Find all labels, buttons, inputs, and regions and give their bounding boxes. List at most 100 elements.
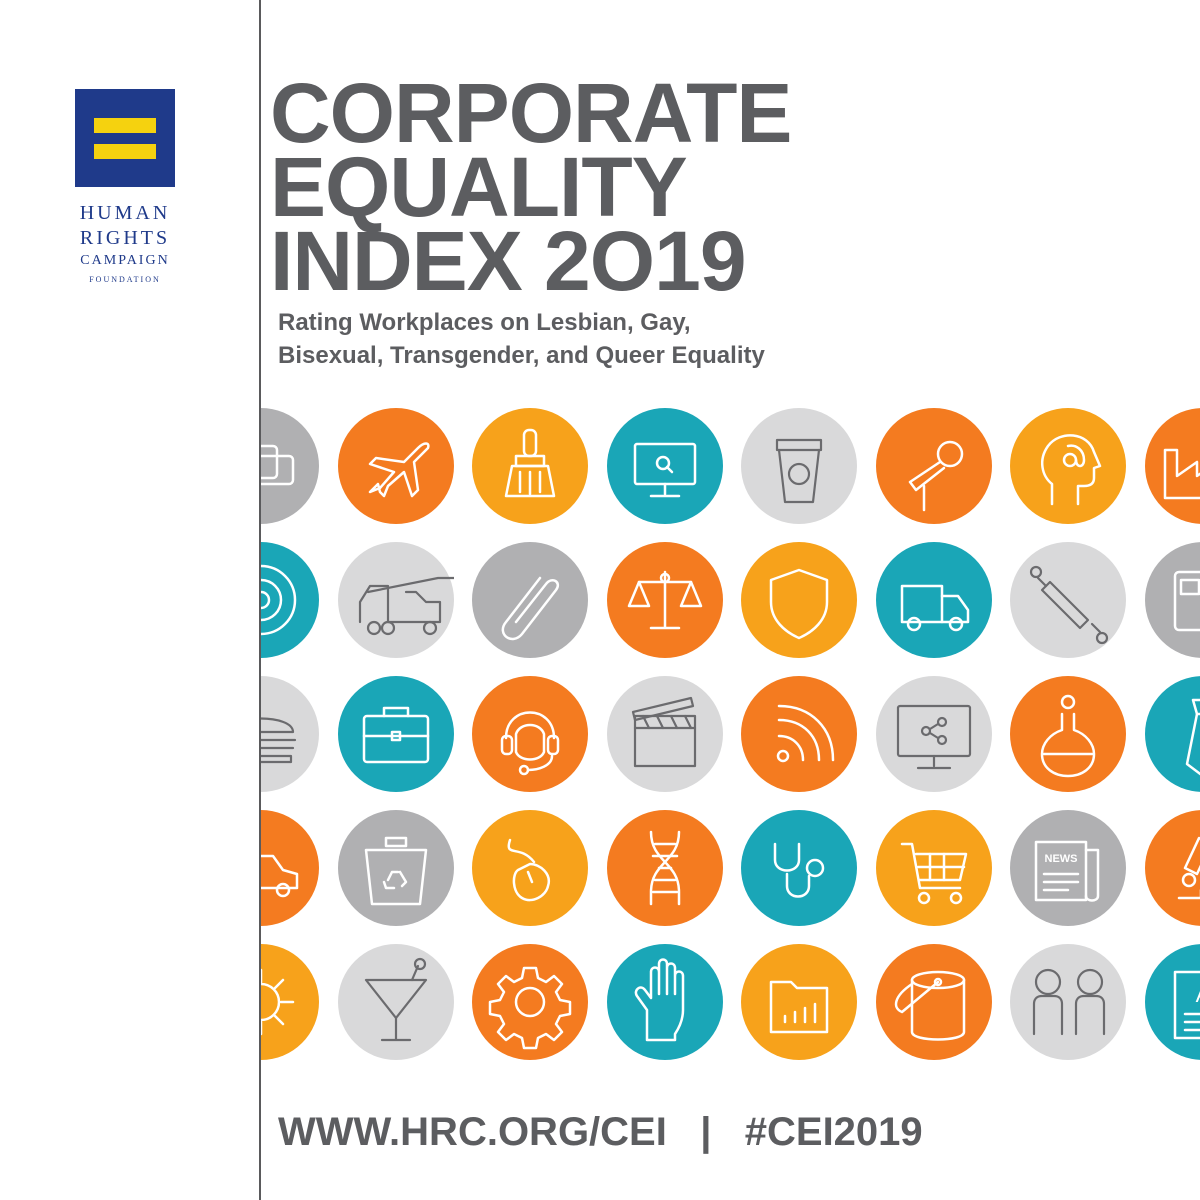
logo-bar-bottom xyxy=(94,144,156,159)
tie-icon xyxy=(1144,676,1200,792)
head-at-icon-glyph xyxy=(1040,434,1102,506)
scales-icon xyxy=(606,542,723,658)
car-icon xyxy=(261,810,319,926)
paint-bucket-icon xyxy=(875,944,992,1060)
people-icon xyxy=(1010,944,1126,1060)
title-line-2: EQUALITY xyxy=(270,140,688,234)
headset-icon xyxy=(472,676,588,792)
burger-icon xyxy=(261,676,319,792)
hrc-equal-sign-logo xyxy=(75,89,175,187)
rolling-pin-icon-glyph xyxy=(1029,565,1109,645)
crane-truck-icon xyxy=(337,542,454,658)
title-line-3: INDEX 2O19 xyxy=(270,214,747,308)
gears-icon xyxy=(261,542,319,658)
footer-separator: | xyxy=(700,1110,712,1154)
gear-icon xyxy=(472,944,588,1060)
burger-icon-glyph xyxy=(261,717,297,764)
car-icon-glyph xyxy=(261,854,299,898)
org-line-4-text: FOUNDATION xyxy=(89,275,161,284)
stethoscope-icon-glyph xyxy=(773,842,825,898)
factory-icon xyxy=(1144,408,1200,524)
rss-icon-glyph xyxy=(776,704,835,763)
fuel-pump-icon xyxy=(1144,542,1200,658)
briefcase-icon xyxy=(337,676,454,792)
page-title: CORPORATE EQUALITY INDEX 2O19 xyxy=(270,66,792,308)
flask-icon-glyph xyxy=(1040,694,1096,778)
fuel-pump-icon-glyph xyxy=(1173,570,1200,632)
tie-icon-glyph xyxy=(1185,698,1200,776)
delivery-truck-icon-glyph xyxy=(900,584,969,632)
paperclip-icon-glyph xyxy=(501,576,560,641)
mouse-icon-glyph xyxy=(507,838,551,902)
speech-bubbles-icon-glyph xyxy=(261,444,295,486)
rss-icon xyxy=(741,676,857,792)
mouse-icon xyxy=(472,810,588,926)
delivery-truck-icon xyxy=(875,542,992,658)
footer-hashtag: #CEI2019 xyxy=(744,1110,923,1154)
subtitle-line-1: Rating Workplaces on Lesbian, Gay, xyxy=(278,309,691,336)
org-line-1-text: HUMAN xyxy=(79,202,171,224)
folder-chart-icon-glyph xyxy=(769,980,829,1034)
broom-icon xyxy=(472,408,588,524)
gear-icon-glyph xyxy=(488,966,572,1050)
microphone-icon xyxy=(875,408,992,524)
subtitle: Rating Workplaces on Lesbian, Gay, Bisex… xyxy=(278,306,765,372)
clapperboard-icon-glyph xyxy=(631,696,696,768)
factory-icon-glyph xyxy=(1163,448,1200,500)
shopping-cart-icon xyxy=(875,810,992,926)
microscope-icon xyxy=(1144,810,1200,926)
footer-url: WWW.HRC.ORG/CEI xyxy=(278,1110,667,1154)
head-at-icon xyxy=(1010,408,1126,524)
gears-icon-glyph xyxy=(261,564,297,636)
broom-icon-glyph xyxy=(504,428,556,498)
dna-icon-glyph xyxy=(649,830,680,906)
martini-icon-glyph xyxy=(364,957,427,1042)
org-line-3-text: CAMPAIGN xyxy=(80,253,170,268)
subtitle-line-2: Bisexual, Transgender, and Queer Equalit… xyxy=(278,342,765,369)
document-icon-glyph: A xyxy=(1173,970,1200,1040)
scales-icon-glyph xyxy=(627,570,702,630)
monitor-share-icon-glyph xyxy=(896,704,971,770)
stethoscope-icon xyxy=(741,810,857,926)
rolling-pin-icon xyxy=(1010,542,1126,658)
airplane-icon-glyph xyxy=(368,442,430,498)
monitor-search-icon-glyph xyxy=(633,442,696,498)
vertical-divider xyxy=(259,0,261,1200)
coffee-cup-icon-glyph xyxy=(775,438,823,504)
sun-icon xyxy=(261,944,319,1060)
monitor-search-icon xyxy=(606,408,723,524)
svg-text:A: A xyxy=(1195,982,1200,1007)
folder-chart-icon xyxy=(741,944,857,1060)
newspaper-icon: NEWS xyxy=(1010,810,1126,926)
glove-icon xyxy=(606,944,723,1060)
microphone-icon-glyph xyxy=(908,440,963,512)
crane-truck-icon-glyph xyxy=(358,576,454,636)
people-icon-glyph xyxy=(1032,968,1106,1036)
glove-icon-glyph xyxy=(634,958,684,1042)
briefcase-icon-glyph xyxy=(362,706,429,764)
newspaper-icon-glyph: NEWS xyxy=(1034,840,1100,902)
shield-icon-glyph xyxy=(769,568,829,640)
dna-icon xyxy=(606,810,723,926)
icon-grid: NEWS A xyxy=(261,402,1200,1082)
title-line-1: CORPORATE xyxy=(270,66,792,160)
microscope-icon-glyph xyxy=(1177,836,1200,900)
paint-bucket-icon-glyph xyxy=(894,970,965,1041)
airplane-icon xyxy=(337,408,454,524)
coffee-cup-icon xyxy=(741,408,857,524)
org-line-2-text: RIGHTS xyxy=(79,227,171,249)
clapperboard-icon xyxy=(606,676,723,792)
logo-bar-top xyxy=(94,118,156,133)
shopping-cart-icon-glyph xyxy=(900,842,967,905)
recycle-bin-icon xyxy=(337,810,454,926)
footer: WWW.HRC.ORG/CEI | #CEI2019 xyxy=(278,1110,923,1155)
headset-icon-glyph xyxy=(500,711,560,776)
speech-bubbles-icon xyxy=(261,408,319,524)
recycle-bin-icon-glyph xyxy=(364,836,427,906)
monitor-share-icon xyxy=(875,676,992,792)
document-icon: A xyxy=(1144,944,1200,1060)
shield-icon xyxy=(741,542,857,658)
paperclip-icon xyxy=(472,542,588,658)
flask-icon xyxy=(1010,676,1126,792)
